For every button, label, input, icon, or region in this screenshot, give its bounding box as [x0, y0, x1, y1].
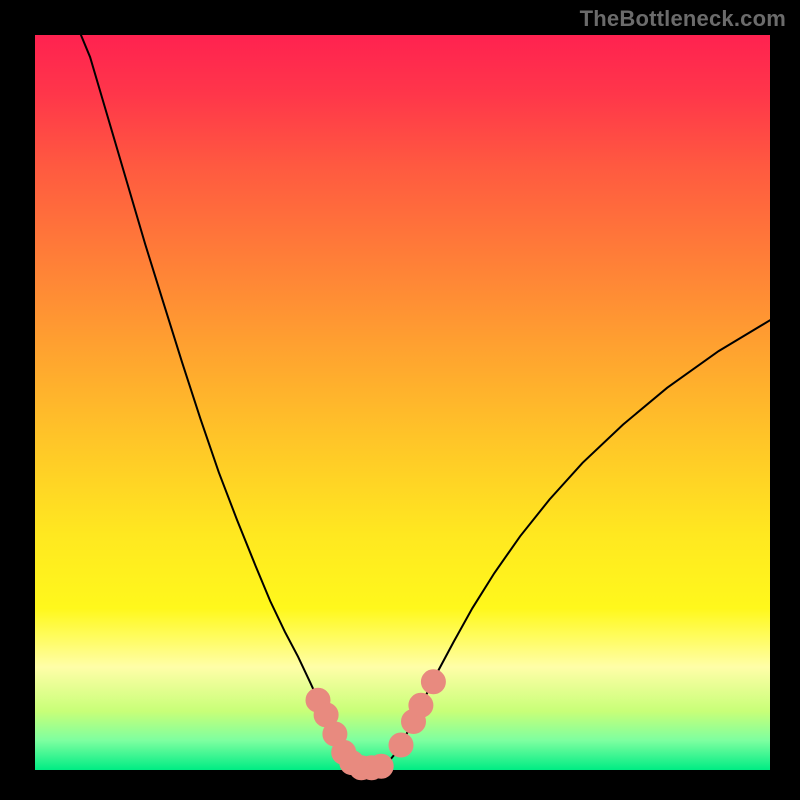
data-marker: [409, 693, 433, 717]
watermark-text: TheBottleneck.com: [580, 6, 786, 32]
chart-overlay: [35, 35, 770, 770]
data-marker: [421, 670, 445, 694]
marker-group: [306, 670, 445, 780]
bottleneck-curve: [72, 13, 778, 770]
plot-area: [35, 35, 770, 770]
data-marker: [369, 754, 393, 778]
data-marker: [389, 733, 413, 757]
chart-root: TheBottleneck.com: [0, 0, 800, 800]
